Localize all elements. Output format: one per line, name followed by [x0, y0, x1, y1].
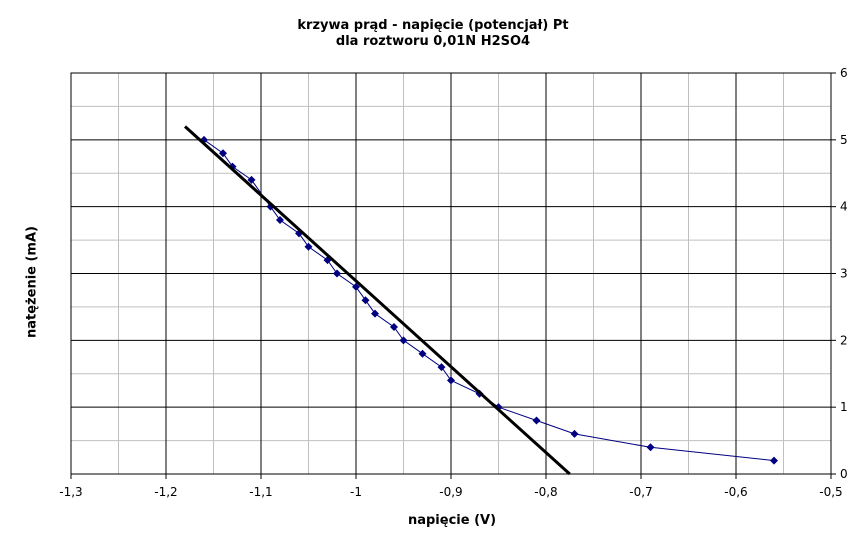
x-tick-label: -1: [350, 485, 362, 499]
data-point: [646, 443, 655, 452]
data-point: [437, 363, 446, 372]
data-point: [770, 456, 778, 465]
chart-title: krzywa prąd - napięcie (potencjał) Pt: [297, 18, 569, 33]
data-point: [333, 269, 341, 278]
data-point: [276, 216, 284, 225]
y-axis-label: natężenie (mA): [24, 226, 40, 338]
x-tick-label: -1,2: [154, 485, 177, 499]
x-tick-label: -0,8: [534, 485, 557, 499]
x-axis-label: napięcie (V): [407, 513, 497, 528]
y-axis-ticks: 0 1 2 3 4 5 6: [831, 66, 848, 481]
y-tick-label: 4: [840, 200, 848, 214]
data-point: [352, 282, 360, 291]
x-tick-label: -0,5: [819, 485, 842, 499]
x-tick-label: -0,9: [439, 485, 462, 499]
data-point: [304, 242, 313, 251]
data-point: [399, 336, 408, 345]
data-point: [390, 322, 398, 331]
x-tick-label: -0,7: [629, 485, 652, 499]
x-axis-ticks: -1,3 -1,2 -1,1 -1 -0,9 -0,8 -0,7 -0,6 -0,5: [59, 474, 843, 499]
trendline-layer: [183, 125, 571, 476]
y-tick-label: 2: [840, 333, 848, 347]
data-point: [247, 175, 256, 184]
data-point: [361, 296, 370, 305]
y-tick-label: 0: [840, 467, 848, 481]
data-point: [418, 349, 427, 358]
data-point: [570, 429, 579, 438]
y-tick-label: 1: [840, 400, 848, 414]
x-tick-label: -1,1: [249, 485, 272, 499]
trendline: [183, 125, 571, 476]
y-tick-label: 3: [840, 267, 848, 281]
x-tick-label: -1,3: [59, 485, 82, 499]
chart-subtitle: dla roztworu 0,01N H2SO4: [335, 34, 531, 49]
y-tick-label: 6: [840, 66, 848, 80]
y-tick-label: 5: [840, 133, 848, 147]
data-point: [219, 149, 227, 158]
x-tick-label: -0,6: [724, 485, 747, 499]
data-point: [371, 309, 379, 318]
data-point: [532, 416, 541, 425]
data-point: [447, 376, 455, 385]
